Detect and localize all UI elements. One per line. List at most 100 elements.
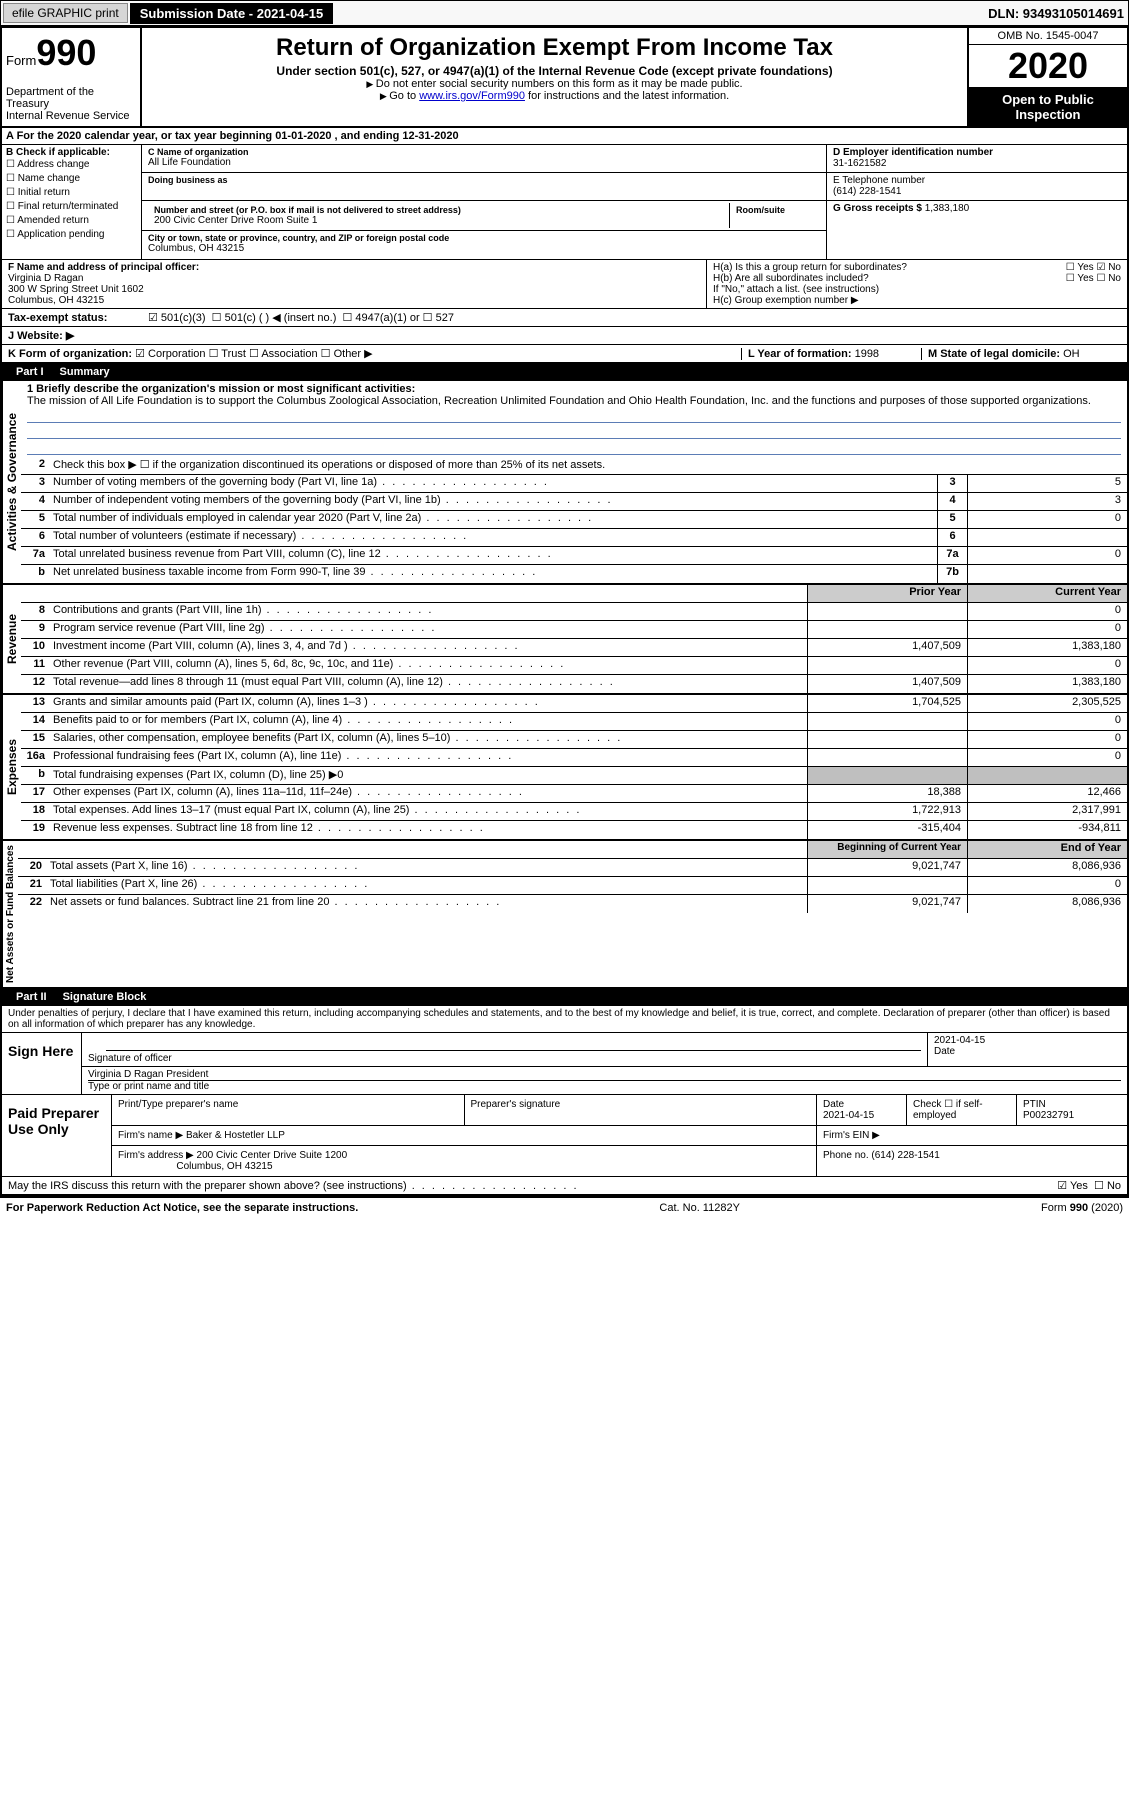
gov-line: 7aTotal unrelated business revenue from … xyxy=(21,547,1127,565)
chk-final[interactable]: Final return/terminated xyxy=(6,200,137,214)
k-other[interactable]: Other ▶ xyxy=(321,348,373,360)
row-a: A For the 2020 calendar year, or tax yea… xyxy=(2,128,1127,145)
gov-line: 4Number of independent voting members of… xyxy=(21,493,1127,511)
i-4947[interactable]: 4947(a)(1) or xyxy=(342,311,419,324)
i-527[interactable]: 527 xyxy=(423,311,454,324)
c-room-lab: Room/suite xyxy=(736,205,814,215)
col-d: D Employer identification number 31-1621… xyxy=(827,145,1127,259)
gross-val: 1,383,180 xyxy=(925,203,970,214)
e-phone: E Telephone number (614) 228-1541 xyxy=(827,173,1127,201)
chk-amended[interactable]: Amended return xyxy=(6,214,137,228)
i-501c3[interactable]: 501(c)(3) xyxy=(148,311,206,324)
c-addr: Number and street (or P.O. box if mail i… xyxy=(142,201,826,231)
row-klm: K Form of organization: Corporation Trus… xyxy=(2,345,1127,364)
section-governance: Activities & Governance 1 Briefly descri… xyxy=(2,381,1127,585)
hdr-begin: Beginning of Current Year xyxy=(807,841,967,858)
submission-date: Submission Date - 2021-04-15 xyxy=(130,3,334,24)
hb-yes[interactable]: Yes xyxy=(1066,273,1094,284)
chk-initial[interactable]: Initial return xyxy=(6,186,137,200)
sig-date-lab: Date xyxy=(934,1046,955,1057)
org-addr: 200 Civic Center Drive Room Suite 1 xyxy=(154,215,723,226)
c-name-lab: C Name of organization xyxy=(148,147,820,157)
discuss-no[interactable]: No xyxy=(1094,1179,1121,1192)
org-name: All Life Foundation xyxy=(148,157,820,168)
prep-date: 2021-04-15 xyxy=(823,1110,874,1121)
c-addr-lab: Number and street (or P.O. box if mail i… xyxy=(154,205,723,215)
rev-line: 12Total revenue—add lines 8 through 11 (… xyxy=(21,675,1127,693)
b-label: B Check if applicable: xyxy=(6,147,110,158)
open-inspection: Open to Public Inspection xyxy=(969,88,1127,126)
sig-name: Virginia D Ragan President xyxy=(88,1069,1121,1081)
h-b-note: If "No," attach a list. (see instruction… xyxy=(713,284,1121,295)
officer-addr1: 300 W Spring Street Unit 1602 xyxy=(8,284,144,295)
sign-here: Sign Here xyxy=(2,1033,82,1094)
ha-no[interactable]: No xyxy=(1096,262,1121,273)
hdr-end: End of Year xyxy=(967,841,1127,858)
rev-line: 9Program service revenue (Part VIII, lin… xyxy=(21,621,1127,639)
note-ssn: Do not enter social security numbers on … xyxy=(146,78,963,90)
k-corp[interactable]: Corporation xyxy=(135,348,205,360)
exp-line: 16aProfessional fundraising fees (Part I… xyxy=(21,749,1127,767)
rev-colhdr: Prior Year Current Year xyxy=(21,585,1127,603)
ha-yes[interactable]: Yes xyxy=(1066,262,1094,273)
footer-r: Form 990 (2020) xyxy=(1041,1202,1123,1214)
exp-line: 18Total expenses. Add lines 13–17 (must … xyxy=(21,803,1127,821)
discuss-text: May the IRS discuss this return with the… xyxy=(8,1180,1057,1192)
m-lab: M State of legal domicile: xyxy=(928,348,1060,360)
form-990: Form990 Department of the Treasury Inter… xyxy=(0,26,1129,1198)
irs-link[interactable]: www.irs.gov/Form990 xyxy=(419,90,525,102)
prep-selfemp[interactable]: Check ☐ if self-employed xyxy=(907,1095,1017,1125)
tax-year: 2020 xyxy=(969,45,1127,88)
chk-name[interactable]: Name change xyxy=(6,172,137,186)
chk-pending[interactable]: Application pending xyxy=(6,228,137,242)
sig-lab: Signature of officer xyxy=(88,1053,172,1064)
firm-phone-lab: Phone no. xyxy=(823,1150,869,1161)
gov-line: bNet unrelated business taxable income f… xyxy=(21,565,1127,583)
firm-ein-lab: Firm's EIN ▶ xyxy=(817,1126,1127,1145)
form-subtitle: Under section 501(c), 527, or 4947(a)(1)… xyxy=(146,64,963,78)
k-assoc[interactable]: Association xyxy=(249,348,318,360)
officer-name: Virginia D Ragan xyxy=(8,273,83,284)
mission-lab: 1 Briefly describe the organization's mi… xyxy=(27,383,415,395)
row-j: J Website: ▶ xyxy=(2,327,1127,345)
sig-name-lab: Type or print name and title xyxy=(88,1081,209,1092)
h-c: H(c) Group exemption number ▶ xyxy=(713,295,1121,306)
l-lab: L Year of formation: xyxy=(748,348,852,360)
d-ein: D Employer identification number 31-1621… xyxy=(827,145,1127,173)
vlabel-exp: Expenses xyxy=(2,695,21,839)
f-lab: F Name and address of principal officer: xyxy=(8,262,199,273)
firm-addr2: Columbus, OH 43215 xyxy=(176,1161,272,1172)
col-f: F Name and address of principal officer:… xyxy=(2,260,707,308)
h-a: H(a) Is this a group return for subordin… xyxy=(713,262,1121,273)
discuss-yes[interactable]: Yes xyxy=(1057,1179,1088,1192)
note-link: Go to www.irs.gov/Form990 for instructio… xyxy=(146,90,963,102)
col-h: H(a) Is this a group return for subordin… xyxy=(707,260,1127,308)
i-501c[interactable]: 501(c) ( ) ◀ (insert no.) xyxy=(212,311,337,324)
hb-no[interactable]: No xyxy=(1096,273,1121,284)
chk-address[interactable]: Address change xyxy=(6,158,137,172)
prep-name-lab: Print/Type preparer's name xyxy=(112,1095,465,1125)
k-lab: K Form of organization: xyxy=(8,348,132,360)
exp-line: 13Grants and similar amounts paid (Part … xyxy=(21,695,1127,713)
dln: DLN: 93493105014691 xyxy=(988,6,1128,21)
vlabel-gov: Activities & Governance xyxy=(2,381,21,583)
hdr-current: Current Year xyxy=(967,585,1127,602)
phone-val: (614) 228-1541 xyxy=(833,186,901,197)
note2-pre: Go to xyxy=(389,90,419,102)
form-label: Form xyxy=(6,53,36,68)
exp-line: 14Benefits paid to or for members (Part … xyxy=(21,713,1127,731)
block-bcd: B Check if applicable: Address change Na… xyxy=(2,145,1127,260)
firm-name: Baker & Hostetler LLP xyxy=(186,1130,285,1141)
dept: Department of the Treasury Internal Reve… xyxy=(6,86,136,122)
d-lab: D Employer identification number xyxy=(833,147,993,158)
efile-btn[interactable]: efile GRAPHIC print xyxy=(3,3,128,23)
vlabel-rev: Revenue xyxy=(2,585,21,693)
j-lab: J Website: ▶ xyxy=(8,329,74,342)
gov-line: 3Number of voting members of the governi… xyxy=(21,475,1127,493)
row-i: Tax-exempt status: 501(c)(3) 501(c) ( ) … xyxy=(2,309,1127,327)
k-trust[interactable]: Trust xyxy=(209,348,246,360)
discuss-row: May the IRS discuss this return with the… xyxy=(2,1177,1127,1196)
g-gross: G Gross receipts $ 1,383,180 xyxy=(827,201,1127,229)
gov-line: 5Total number of individuals employed in… xyxy=(21,511,1127,529)
hdr-prior: Prior Year xyxy=(807,585,967,602)
